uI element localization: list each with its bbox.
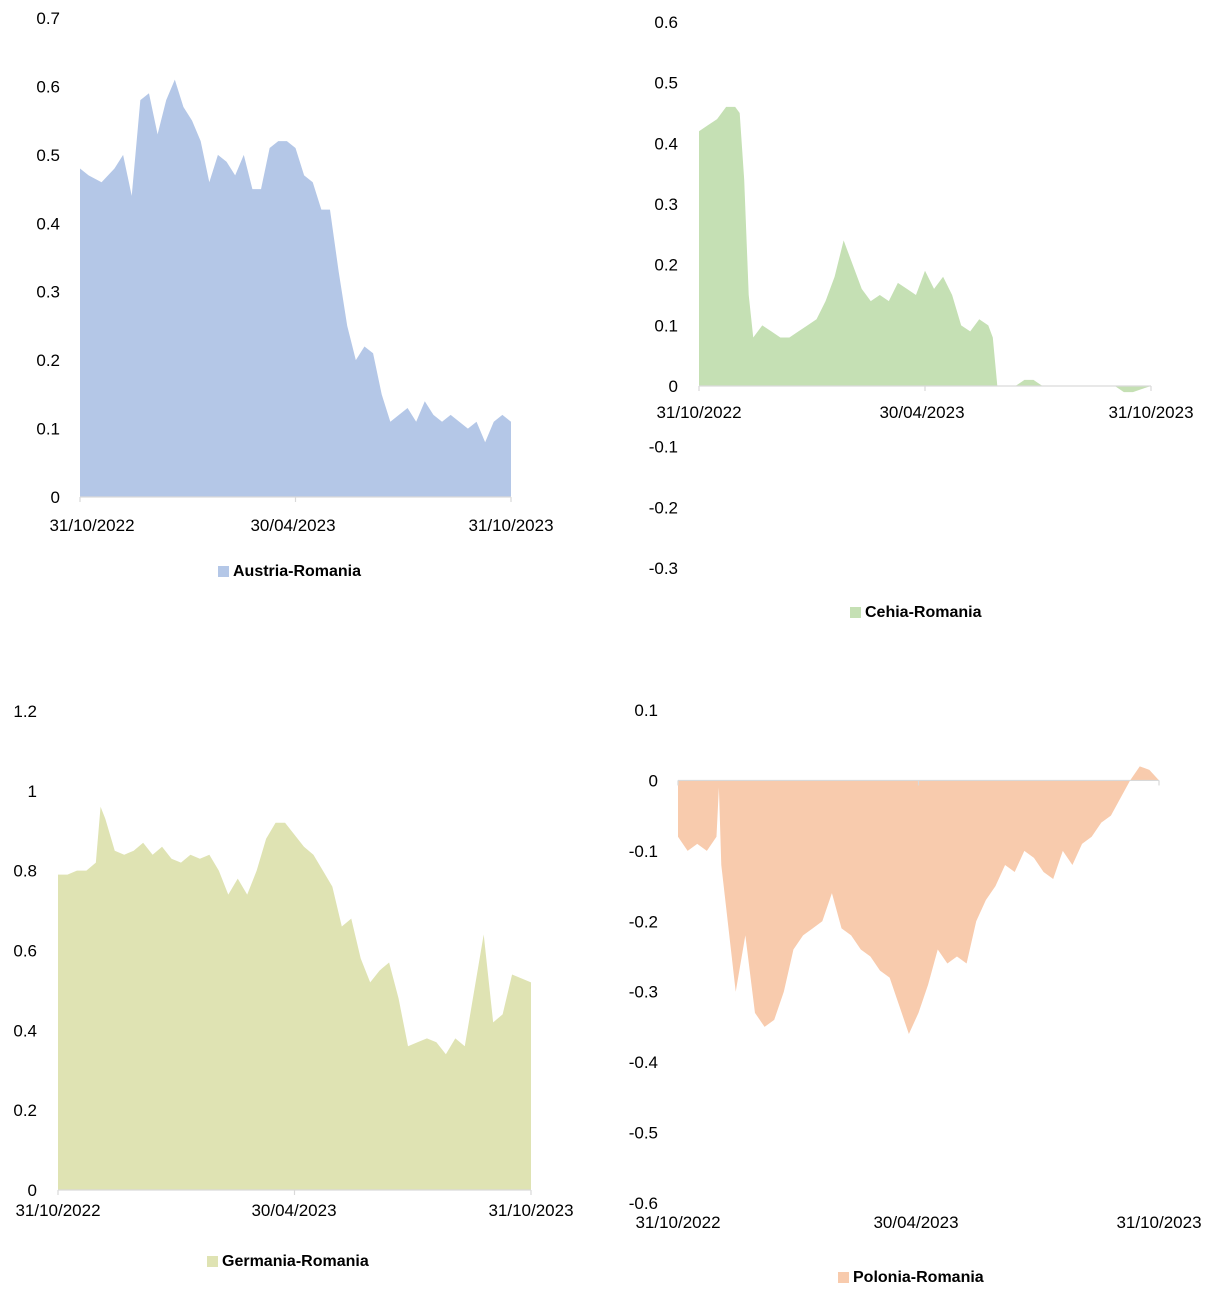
legend-swatch-germania-romania: [207, 1256, 218, 1267]
y-tick-label: 0.1: [654, 316, 678, 335]
y-tick-label: -0.3: [649, 559, 678, 578]
y-tick-label: 0: [649, 771, 658, 790]
area-series-polonia-romania: [678, 766, 1159, 1034]
y-tick-label: 0.6: [654, 13, 678, 32]
x-tick-label: 31/10/2022: [49, 516, 134, 535]
y-tick-label: 0.4: [13, 1021, 37, 1040]
x-tick-label: 30/04/2023: [250, 516, 335, 535]
legend-swatch-polonia-romania: [838, 1272, 849, 1283]
y-tick-label: 0.6: [13, 942, 37, 961]
y-tick-label: 0.4: [36, 214, 60, 233]
chart-polonia-romania: 0.10-0.1-0.2-0.3-0.4-0.5-0.6 31/10/2022 3…: [629, 701, 1202, 1286]
chart-austria-romania: 0.7 0.6 0.5 0.4 0.3 0.2 0.1 0 31/10/2022 30/04/2…: [36, 9, 553, 580]
x-tick-label: 31/10/2023: [1108, 403, 1193, 422]
y-tick-label: -0.4: [629, 1053, 658, 1072]
x-tick-label: 31/10/2022: [656, 403, 741, 422]
y-tick-label: 0.3: [654, 195, 678, 214]
y-tick-label: -0.3: [629, 983, 658, 1002]
legend-label-polonia-romania: Polonia-Romania: [853, 1269, 984, 1286]
axes: [57, 1189, 532, 1195]
x-tick-label: 31/10/2023: [468, 516, 553, 535]
y-tick-labels: 0.7 0.6 0.5 0.4 0.3 0.2 0.1 0: [36, 9, 60, 507]
y-tick-label: 0: [669, 377, 678, 396]
y-tick-label: 0.8: [13, 862, 37, 881]
legend-swatch-austria-romania: [218, 566, 229, 577]
y-tick-label: 0.2: [36, 351, 60, 370]
y-tick-label: 0: [28, 1181, 37, 1200]
y-tick-label: -0.1: [629, 842, 658, 861]
y-tick-label: 0.6: [36, 77, 60, 96]
legend-swatch-cehia-romania: [850, 607, 861, 618]
y-tick-label: -0.2: [629, 912, 658, 931]
area-series-cehia-romania: [699, 106, 1151, 393]
x-tick-label: 30/04/2023: [873, 1213, 958, 1232]
chart-germania-romania: 1.210.80.60.40.20 31/10/2022 30/04/2023 31…: [13, 702, 573, 1270]
y-tick-label: 0.1: [36, 420, 60, 439]
x-tick-labels: 31/10/2022 30/04/2023 31/10/2023: [656, 403, 1193, 422]
y-tick-label: -0.6: [629, 1194, 658, 1213]
y-tick-label: 0.2: [654, 256, 678, 275]
axes: [79, 496, 512, 502]
y-tick-label: 0: [51, 488, 60, 507]
area-series-germania-romania: [58, 806, 531, 1190]
x-tick-label: 31/10/2022: [15, 1201, 100, 1220]
y-tick-labels: 1.2 1 0.8 0.6 0.4 0.2 0: [13, 702, 37, 1200]
legend-label-germania-romania: Germania-Romania: [222, 1253, 369, 1270]
y-tick-label: -0.2: [649, 498, 678, 517]
y-tick-label: 0.4: [654, 134, 678, 153]
x-tick-label: 31/10/2023: [488, 1201, 573, 1220]
y-tick-label: 0.3: [36, 283, 60, 302]
y-tick-label: 0.5: [654, 74, 678, 93]
chart-cehia-romania: 0.6 0.5 0.4 0.3 0.2 0.1 0 -0.1 -0.2 -0.3 31/10/20…: [649, 13, 1194, 621]
y-tick-label: -0.1: [649, 438, 678, 457]
y-tick-label: -0.5: [629, 1124, 658, 1143]
axes: [698, 385, 1152, 391]
x-tick-label: 31/10/2023: [1116, 1213, 1201, 1232]
y-tick-label: 0.1: [634, 701, 658, 720]
x-tick-label: 30/04/2023: [879, 403, 964, 422]
y-tick-label: 1.2: [13, 702, 37, 721]
y-tick-label: 0.5: [36, 146, 60, 165]
x-tick-label: 31/10/2022: [635, 1213, 720, 1232]
legend-label-cehia-romania: Cehia-Romania: [865, 604, 982, 621]
y-tick-labels: 0.1 0 -0.1 -0.2 -0.3 -0.4 -0.5 -0.6: [629, 701, 658, 1213]
x-tick-label: 30/04/2023: [251, 1201, 336, 1220]
y-tick-label: 0.2: [13, 1101, 37, 1120]
x-tick-labels: 31/10/2022 30/04/2023 31/10/2023: [49, 516, 553, 535]
legend-label-austria-romania: Austria-Romania: [233, 563, 361, 580]
x-tick-labels: 31/10/2022 30/04/2023 31/10/2023: [635, 1213, 1201, 1232]
area-series-austria-romania: [80, 79, 511, 497]
axes: [677, 779, 1160, 786]
y-tick-label: 0.7: [36, 9, 60, 28]
x-tick-labels: 31/10/2022 30/04/2023 31/10/2023: [15, 1201, 573, 1220]
y-tick-labels: 0.6 0.5 0.4 0.3 0.2 0.1 0 -0.1 -0.2 -0.3: [649, 13, 678, 578]
y-tick-label: 1: [28, 782, 37, 801]
